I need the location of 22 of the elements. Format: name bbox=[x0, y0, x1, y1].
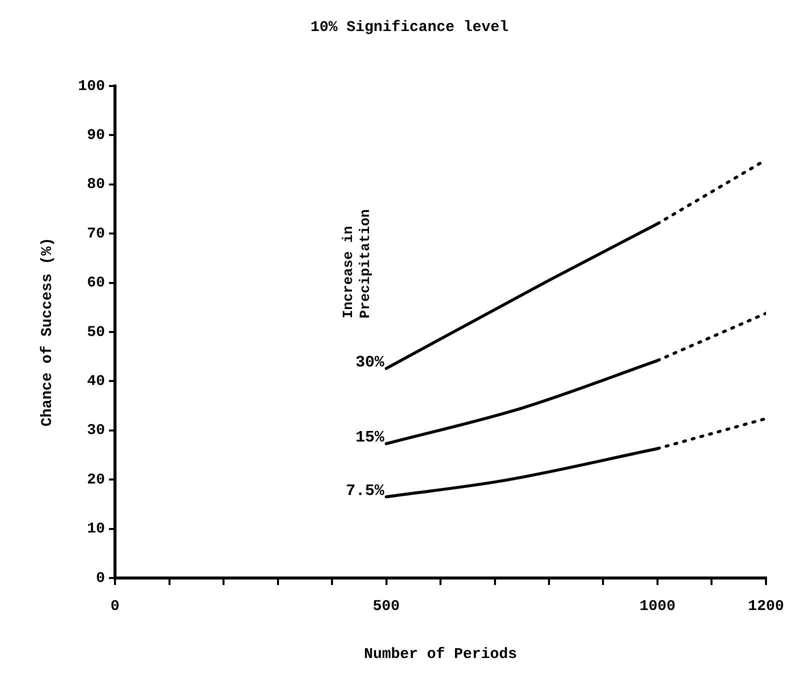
series-label: 7.5% bbox=[346, 482, 385, 500]
x-axis-title: Number of Periods bbox=[364, 646, 518, 663]
series-label: 15% bbox=[355, 428, 385, 447]
x-tick-label: 0 bbox=[110, 598, 120, 615]
y-tick-label: 20 bbox=[86, 471, 106, 488]
y-tick-label: 60 bbox=[86, 274, 106, 292]
y-axis-title: Chance of Success (%) bbox=[38, 237, 56, 427]
y-tick-label: 10 bbox=[86, 520, 106, 538]
y-tick-label: 30 bbox=[86, 422, 106, 440]
y-tick-label: 80 bbox=[86, 176, 106, 194]
x-tick-label: 500 bbox=[372, 598, 400, 615]
y-tick-label: 40 bbox=[86, 372, 106, 390]
y-tick-label: 100 bbox=[78, 78, 106, 95]
y-tick-label: 70 bbox=[86, 225, 106, 242]
x-tick-label: 1200 bbox=[748, 598, 784, 615]
x-tick-label: 1000 bbox=[639, 598, 676, 615]
chart-title: 10% Significance level bbox=[310, 18, 509, 36]
y-tick-label: 90 bbox=[86, 126, 106, 144]
y-tick-label: 0 bbox=[96, 570, 106, 587]
legend-title: Increase in Precipitation bbox=[340, 209, 374, 318]
series-label: 30% bbox=[355, 353, 385, 372]
y-tick-label: 50 bbox=[86, 324, 106, 341]
